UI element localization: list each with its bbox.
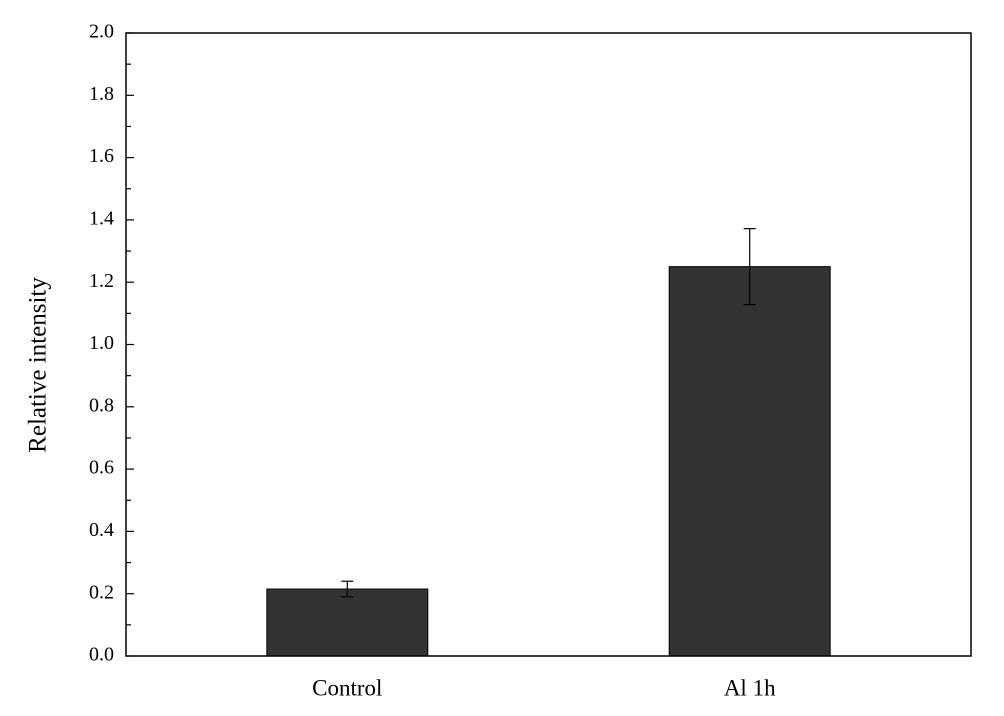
bar [668, 266, 831, 657]
x-tick-label: Al 1h [724, 675, 776, 700]
y-tick-label: 0.0 [89, 644, 114, 666]
y-tick-label: 2.0 [89, 21, 114, 43]
y-tick-label: 1.8 [89, 83, 114, 105]
y-tick-label: 0.4 [89, 519, 114, 541]
y-tick-label: 0.8 [89, 394, 114, 416]
error-bar [743, 228, 756, 306]
y-tick-label: 1.6 [89, 145, 114, 167]
error-bar [341, 580, 354, 598]
y-tick-label: 1.2 [89, 270, 114, 292]
bar [266, 588, 429, 657]
y-tick-label: 1.0 [89, 332, 114, 354]
y-axis-label: Relative intensity [25, 277, 52, 453]
plot-frame [125, 32, 972, 657]
x-tick-label: Control [312, 675, 382, 700]
y-tick-label: 0.2 [89, 581, 114, 603]
y-tick-label: 1.4 [89, 207, 114, 229]
y-tick-label: 0.6 [89, 457, 114, 479]
